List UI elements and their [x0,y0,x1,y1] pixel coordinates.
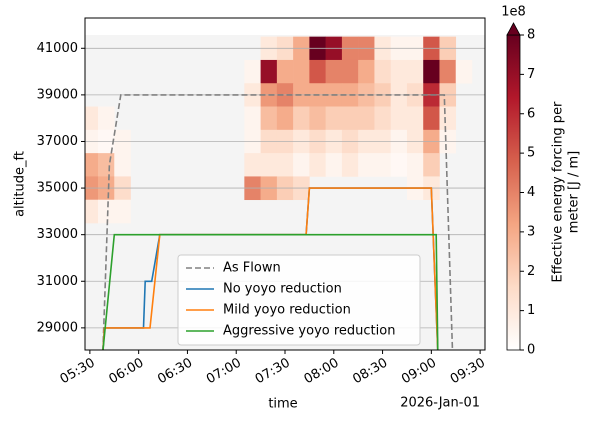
heatmap-cell [85,199,99,224]
heatmap-cell [374,59,391,84]
heatmap-cell [390,153,408,177]
heatmap-cell [390,106,408,131]
heatmap-cell [244,106,261,131]
heatmap-cell [439,106,457,131]
colorbar-tick-label: 4 [527,185,535,200]
heatmap-cell [341,59,359,84]
legend-label: As Flown [223,261,281,276]
y-tick-label: 37000 [37,134,78,149]
heatmap [85,36,473,224]
legend-label: No yoyo reduction [223,282,342,297]
colorbar-tick-label: 5 [527,146,535,161]
colorbar-tick-label: 0 [527,343,535,358]
heatmap-cell [309,153,326,177]
heatmap-cell [114,199,131,224]
heatmap-cell [309,59,326,84]
heatmap-cell [423,153,440,177]
colorbar-label: Effective energy forcing per [551,101,566,283]
heatmap-cell [276,153,294,177]
legend-box [177,254,421,346]
x-tick-label: 08:30 [350,356,390,388]
heatmap-cell [244,59,261,84]
heatmap-cell [325,59,343,84]
heatmap-cell [455,59,473,84]
colorbar-extend [506,22,521,36]
heatmap-cell [325,153,343,177]
y-tick-label: 33000 [37,227,78,242]
colorbar-tick-label: 7 [527,67,535,82]
colorbar-tick-label: 3 [527,224,535,239]
heatmap-cell [358,106,375,131]
heatmap-cell [358,59,375,84]
colorbar-label: meter [J / m] [567,151,582,234]
x-axis-label: time [268,397,297,412]
y-tick-label: 41000 [37,41,78,56]
colorbar-tick-label: 1 [527,303,535,318]
colorbar-body [506,34,521,351]
heatmap-cell [98,199,115,224]
heatmap-cell [276,106,294,131]
series-line [102,94,454,350]
colorbar-tick-label: 2 [527,264,535,279]
x-tick-label: 09:30 [448,356,488,388]
x-tick-label: 09:00 [399,356,439,388]
legend-label: Mild yoyo reduction [223,303,351,318]
x-tick-label: 08:00 [302,356,342,388]
colorbar-tick-label: 6 [527,106,535,121]
legend-label: Aggressive yoyo reduction [223,324,395,339]
heatmap-cell [98,153,115,177]
y-axis-label: altitude_ft [13,151,28,217]
x-offset-label: 2026-Jan-01 [400,396,480,411]
heatmap-cell [293,106,310,131]
heatmap-cell [406,59,424,84]
y-tick-label: 29000 [37,320,78,335]
heatmap-cell [325,106,343,131]
heatmap-cell [260,153,278,177]
heatmap-cell [341,106,359,131]
colorbar-exponent: 1e8 [501,5,526,20]
heatmap-cell [244,153,261,177]
series-line [102,233,439,350]
heatmap-cell [423,59,440,84]
heatmap-cell [85,106,99,131]
heatmap-cell [358,153,375,177]
heatmap-cell [293,59,310,84]
lines [102,94,454,350]
heatmap-cell [276,59,294,84]
heatmap-cell [114,153,131,177]
x-tick-label: 06:30 [155,356,195,388]
heatmap-cell [341,153,359,177]
x-tick-label: 07:00 [204,356,244,388]
colorbar-tick-label: 8 [527,28,535,43]
heatmap-cell [374,153,391,177]
y-tick-label: 39000 [37,87,78,102]
heatmap-cell [98,106,115,131]
heatmap-cell [293,153,310,177]
heatmap-cell [406,106,424,131]
heatmap-cell [406,153,424,177]
heatmap-cell [439,59,457,84]
x-tick-label: 06:00 [106,356,146,388]
heatmap-cell [85,153,99,177]
y-tick-label: 35000 [37,181,78,196]
legend: As Flown No yoyo reduction Mild yoyo reduc… [177,254,421,346]
y-tick-label: 31000 [37,274,78,289]
heatmap-cell [260,59,278,84]
x-tick-label: 05:30 [58,356,98,388]
heatmap-cell [374,106,391,131]
heatmap-cell [309,106,326,131]
heatmap-cell [260,106,278,131]
heatmap-cell [423,106,440,131]
x-tick-label: 07:30 [253,356,293,388]
heatmap-cell [390,59,408,84]
